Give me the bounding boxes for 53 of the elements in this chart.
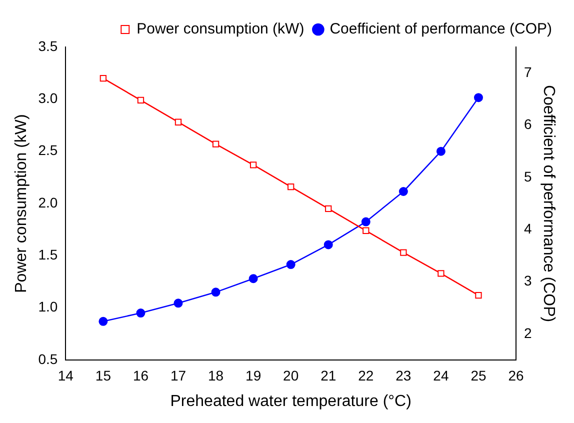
point <box>248 274 258 284</box>
y2-tick-label: 5 <box>524 168 532 184</box>
x-axis-title: Preheated water temperature (°C) <box>170 392 412 410</box>
y2-tick-label: 4 <box>524 220 532 236</box>
point <box>250 162 257 168</box>
point <box>212 140 220 148</box>
point <box>136 308 146 318</box>
x-tick-label: 25 <box>470 367 486 384</box>
point <box>361 217 370 226</box>
point <box>398 187 408 196</box>
point <box>475 292 482 299</box>
point <box>474 93 483 102</box>
y-tick-label: 0.5 <box>38 350 58 367</box>
x-tick-label: 21 <box>320 367 336 384</box>
y-tick-label: 3.5 <box>38 38 58 54</box>
point <box>324 240 333 250</box>
point <box>286 260 296 270</box>
point <box>100 74 107 82</box>
x-tick-label: 23 <box>396 367 412 384</box>
point <box>362 227 370 234</box>
y2-tick-label: 6 <box>524 116 532 132</box>
point <box>174 118 182 126</box>
x-tick-label: 20 <box>283 367 299 384</box>
legend-label: Coefficient of performance (COP) <box>330 20 552 38</box>
x-tick-label: 18 <box>208 367 224 384</box>
y-tick-label: 3.0 <box>38 90 58 106</box>
y2-axis-title: Coefficient of performance (COP) <box>540 84 557 322</box>
point <box>98 316 108 326</box>
y-tick-label: 1.5 <box>38 246 58 263</box>
x-tick-label: 22 <box>358 367 374 384</box>
point <box>288 183 294 190</box>
x-tick-label: 19 <box>246 367 262 384</box>
x-tick-label: 17 <box>170 367 186 384</box>
y2-tick-label: 3 <box>524 272 532 289</box>
point <box>174 298 183 308</box>
y-tick-label: 2.0 <box>38 194 58 210</box>
y-axis-title: Power consumption (kW) <box>13 114 30 293</box>
x-tick-label: 15 <box>95 367 112 384</box>
y-tick-label: 2.5 <box>38 142 58 158</box>
point <box>137 96 144 104</box>
x-tick-label: 14 <box>58 367 74 384</box>
legend-label: Power consumption (kW) <box>136 20 304 38</box>
y2-tick-label: 2 <box>524 324 532 341</box>
point <box>438 270 444 277</box>
x-tick-label: 24 <box>433 367 449 384</box>
y2-tick-label: 7 <box>524 64 532 80</box>
point <box>436 146 446 156</box>
point <box>325 205 332 212</box>
x-tick-label: 16 <box>132 367 149 384</box>
point <box>211 288 220 297</box>
y-tick-label: 1.0 <box>38 298 58 315</box>
x-tick-label: 26 <box>508 367 524 384</box>
point <box>400 249 407 256</box>
